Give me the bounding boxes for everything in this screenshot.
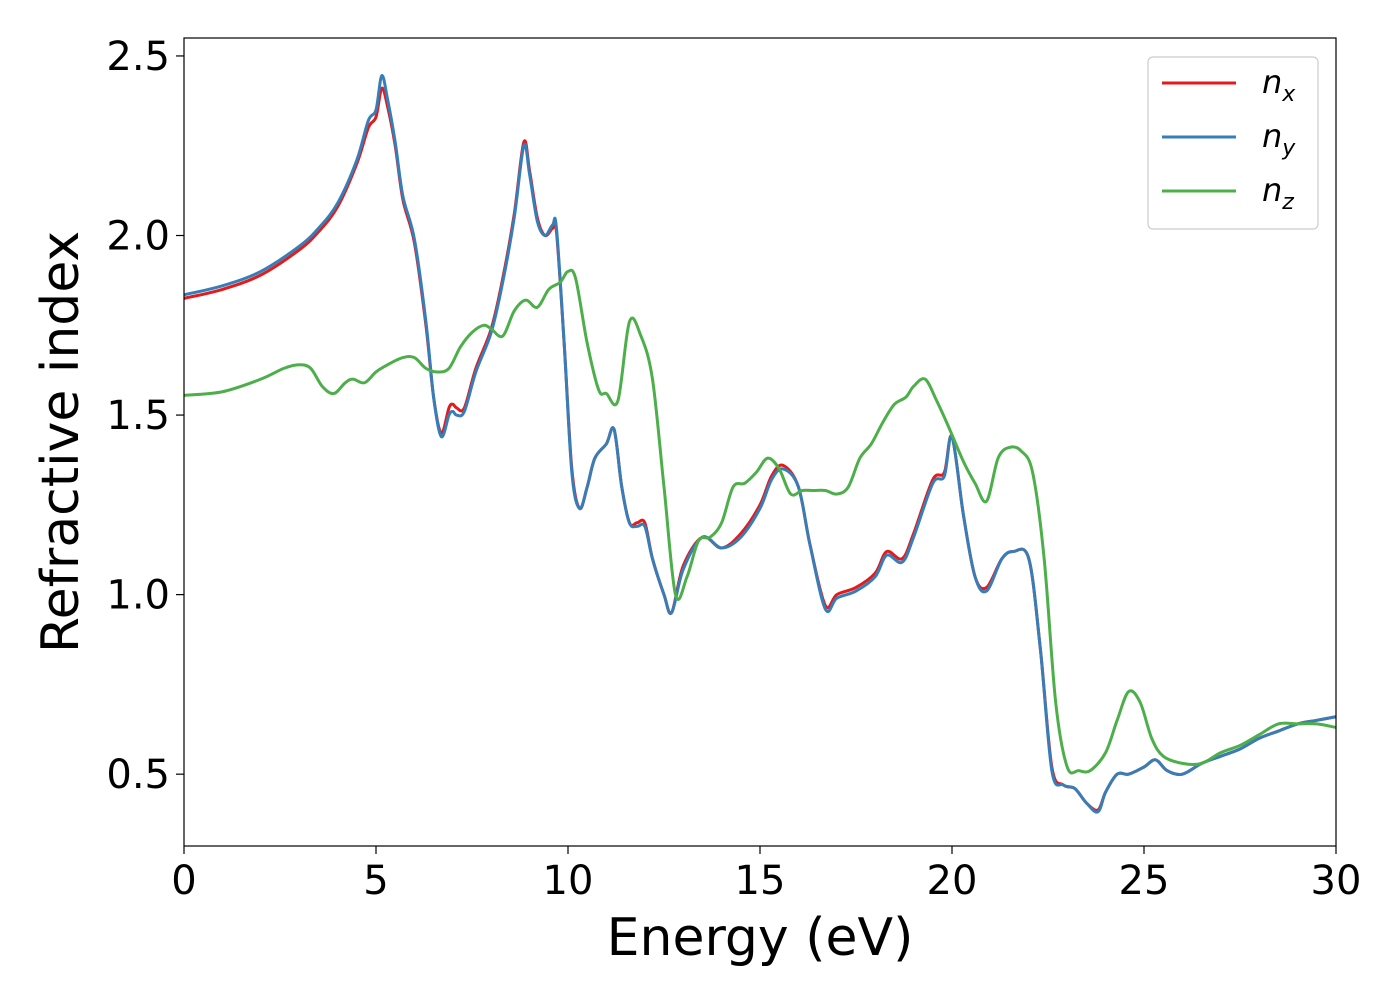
- series-line-ny: [184, 74, 1336, 814]
- series-layer: [184, 74, 1336, 814]
- y-axis-title: Refractive index: [31, 231, 91, 653]
- y-tick-label: 2.0: [106, 214, 170, 260]
- y-tick-label: 1.5: [106, 393, 170, 439]
- y-tick-label: 0.5: [106, 752, 170, 798]
- legend-label-nx: nx: [1262, 63, 1296, 107]
- x-tick-label: 15: [735, 858, 786, 904]
- x-tick-label: 10: [543, 858, 594, 904]
- x-tick-label: 30: [1311, 858, 1362, 904]
- ticks-layer: 0 5 10 15 20 25 30 0.5 1.0 1.5 2.0 2.5: [106, 34, 1361, 904]
- x-tick-label: 0: [171, 858, 196, 904]
- y-tick-label: 1.0: [106, 573, 170, 619]
- x-tick-label: 20: [927, 858, 978, 904]
- x-tick-label: 5: [363, 858, 388, 904]
- y-tick-label: 2.5: [106, 34, 170, 80]
- series-line-nz: [184, 268, 1336, 775]
- legend-label-nz: nz: [1262, 171, 1294, 215]
- x-axis-title: Energy (eV): [607, 908, 914, 968]
- x-tick-label: 25: [1119, 858, 1170, 904]
- legend-label-ny: ny: [1262, 117, 1296, 161]
- legend-box: [1147, 56, 1319, 230]
- legend: nx ny nz: [1147, 56, 1319, 230]
